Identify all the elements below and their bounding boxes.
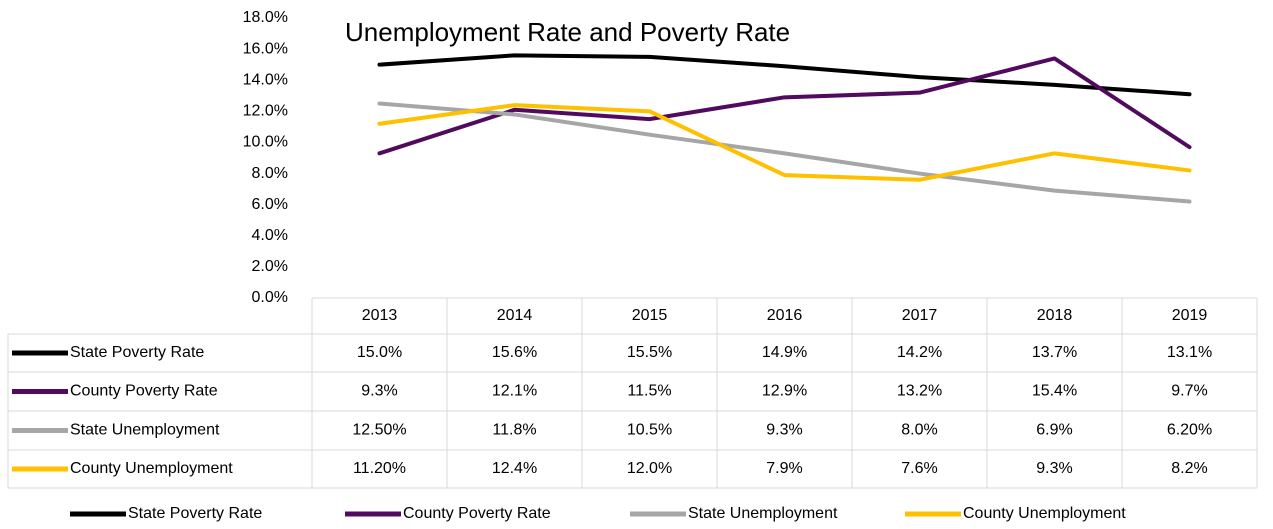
table-cell: 13.7% bbox=[1032, 344, 1077, 361]
table-cell: 14.9% bbox=[762, 344, 807, 361]
table-cell: 6.20% bbox=[1167, 422, 1212, 439]
y-tick-label: 4.0% bbox=[252, 227, 288, 244]
table-cell: 15.0% bbox=[357, 344, 402, 361]
table-cell: 14.2% bbox=[897, 344, 942, 361]
table-row-label: State Poverty Rate bbox=[70, 344, 204, 361]
legend-label: County Poverty Rate bbox=[403, 505, 551, 522]
table-cell: 15.5% bbox=[627, 344, 672, 361]
table-cell: 12.4% bbox=[492, 460, 537, 477]
table-row-label: State Unemployment bbox=[70, 422, 220, 439]
x-tick-label: 2014 bbox=[497, 307, 533, 324]
table-cell: 12.50% bbox=[352, 422, 406, 439]
chart-title: Unemployment Rate and Poverty Rate bbox=[345, 17, 790, 47]
table-cell: 15.4% bbox=[1032, 383, 1077, 400]
table-cell: 13.2% bbox=[897, 383, 942, 400]
table-cell: 11.5% bbox=[627, 383, 671, 400]
table-cell: 12.9% bbox=[762, 383, 807, 400]
table-cell: 13.1% bbox=[1167, 344, 1212, 361]
table-cell: 12.1% bbox=[492, 383, 537, 400]
series-line bbox=[377, 56, 1192, 156]
y-tick-label: 16.0% bbox=[243, 40, 288, 57]
y-tick-label: 6.0% bbox=[252, 196, 288, 213]
y-tick-label: 8.0% bbox=[252, 165, 288, 182]
table-cell: 12.0% bbox=[627, 460, 672, 477]
table-cell: 8.0% bbox=[901, 422, 937, 439]
table-cell: 9.3% bbox=[766, 422, 802, 439]
legend-label: State Poverty Rate bbox=[128, 505, 262, 522]
x-tick-label: 2016 bbox=[767, 307, 803, 324]
series-line bbox=[377, 101, 1192, 204]
table-row-label: County Poverty Rate bbox=[70, 383, 218, 400]
y-tick-label: 18.0% bbox=[243, 9, 288, 26]
x-tick-label: 2018 bbox=[1037, 307, 1073, 324]
series-line bbox=[377, 53, 1192, 97]
x-tick-label: 2017 bbox=[902, 307, 938, 324]
y-tick-label: 2.0% bbox=[252, 258, 288, 275]
table-cell: 7.9% bbox=[766, 460, 802, 477]
table-cell: 8.2% bbox=[1171, 460, 1207, 477]
x-tick-label: 2015 bbox=[632, 307, 668, 324]
legend-label: County Unemployment bbox=[963, 505, 1126, 522]
table-row-label: County Unemployment bbox=[70, 460, 233, 477]
table-cell: 9.3% bbox=[361, 383, 397, 400]
y-tick-label: 10.0% bbox=[243, 134, 288, 151]
x-tick-label: 2013 bbox=[362, 307, 398, 324]
table-cell: 10.5% bbox=[627, 422, 672, 439]
series-line bbox=[377, 103, 1192, 182]
table-cell: 11.8% bbox=[492, 422, 536, 439]
table-cell: 15.6% bbox=[492, 344, 537, 361]
table-cell: 9.7% bbox=[1171, 383, 1207, 400]
legend-label: State Unemployment bbox=[688, 505, 838, 522]
y-tick-label: 14.0% bbox=[243, 71, 288, 88]
y-tick-label: 12.0% bbox=[243, 103, 288, 120]
table-cell: 7.6% bbox=[901, 460, 937, 477]
x-tick-label: 2019 bbox=[1172, 307, 1208, 324]
table-cell: 6.9% bbox=[1036, 422, 1072, 439]
table-cell: 9.3% bbox=[1036, 460, 1072, 477]
table-cell: 11.20% bbox=[353, 460, 406, 477]
y-tick-label: 0.0% bbox=[252, 289, 288, 306]
